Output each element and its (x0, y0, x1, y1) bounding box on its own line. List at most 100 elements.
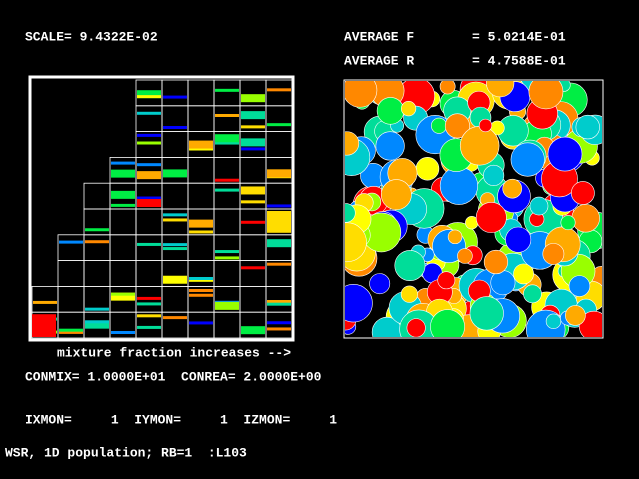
particle (459, 126, 500, 166)
particle (447, 229, 463, 245)
cell-bar (59, 328, 83, 332)
cell-bar (111, 161, 135, 165)
cell-bar (85, 320, 109, 329)
cell-bar (189, 140, 213, 149)
particle (375, 131, 405, 161)
particle (444, 113, 470, 139)
cell-bar (189, 219, 213, 228)
cell-bar (137, 133, 161, 137)
particle (542, 243, 565, 265)
particle (510, 142, 545, 177)
particle (502, 178, 523, 199)
cell-bar (137, 163, 161, 167)
cell-bar (215, 134, 239, 143)
cell-bar (267, 300, 291, 304)
caption: mixture fraction increases --> (57, 345, 291, 360)
particle (430, 117, 447, 134)
particle (529, 196, 549, 216)
particle (475, 202, 507, 233)
cell-bar (267, 262, 291, 266)
cell-bar (85, 320, 109, 324)
cell-bar (267, 321, 291, 325)
cell-bar (137, 141, 161, 145)
average-f-label: AVERAGE F (344, 29, 414, 44)
cell-bar (85, 228, 109, 232)
cell-bar (215, 113, 239, 117)
cell-bar (111, 203, 135, 207)
cell-bar (241, 111, 265, 120)
cell-bar (267, 169, 291, 178)
cell-bar (189, 289, 213, 293)
cell-bar (137, 95, 161, 99)
cell-bar (137, 296, 161, 300)
particle (406, 318, 426, 337)
cell-bar (59, 240, 83, 244)
cell-bar (241, 147, 265, 151)
cell-bar (215, 256, 239, 260)
cell-bar (241, 200, 265, 204)
particle (478, 118, 493, 133)
cell-bar (241, 326, 265, 335)
average-r-label: AVERAGE R (344, 53, 414, 68)
particle (345, 222, 367, 263)
particle (430, 309, 465, 337)
cell-fill (267, 211, 291, 233)
particle (486, 81, 515, 98)
particle (437, 271, 456, 290)
constants-text: CONMIX= 1.0000E+01 CONREA= 2.0000E+00 (25, 369, 322, 384)
particle (483, 164, 505, 186)
cell-bar (189, 230, 213, 234)
particle (369, 273, 391, 295)
particle (415, 157, 440, 181)
cell-bar (163, 243, 187, 247)
cell-bar (111, 169, 135, 178)
cell-bar (215, 88, 239, 92)
cell-bar (267, 123, 291, 127)
particle (545, 313, 562, 330)
cell-bar (163, 218, 187, 222)
particle (376, 97, 405, 125)
scale-text: SCALE= 9.4322E-02 (25, 29, 158, 44)
cell-bar (59, 330, 83, 334)
cell-bar (137, 302, 161, 306)
cell-bar (85, 307, 109, 311)
average-r-value: = 4.7588E-01 (472, 53, 566, 68)
cell-bar (267, 239, 291, 248)
cell-bar (163, 125, 187, 129)
cell-bar (189, 321, 213, 325)
particle (490, 270, 516, 296)
cell-bar (241, 186, 265, 195)
cell-bar (137, 314, 161, 318)
cell-bar (163, 169, 187, 178)
cell-bar (137, 196, 161, 200)
particle (345, 131, 360, 156)
particle (345, 203, 356, 223)
cell-bar (189, 278, 213, 282)
cell-bar (215, 141, 239, 145)
particle (560, 215, 576, 231)
particle (457, 248, 473, 264)
particle (547, 136, 583, 172)
particle (528, 81, 564, 110)
status-text: WSR, 1D population; RB=1 :L103 (5, 445, 247, 460)
cell-bar (163, 247, 187, 251)
particle (513, 263, 534, 285)
cell-bar (267, 302, 291, 306)
particle-frame (343, 79, 604, 339)
particle (380, 179, 412, 211)
cell-bar (241, 220, 265, 224)
particle (571, 204, 600, 233)
cell-bar (189, 293, 213, 297)
cell-bar (137, 242, 161, 246)
cell-bar (33, 300, 57, 304)
cell-bar (163, 213, 187, 217)
cell-bar (215, 250, 239, 254)
cell-bar (137, 111, 161, 115)
monitors-text: IXMON= 1 IYMON= 1 IZMON= 1 (25, 412, 337, 427)
grid-frame (28, 75, 295, 342)
particle (400, 285, 418, 303)
cell-bar (241, 94, 265, 103)
cell-bar (137, 90, 161, 99)
cell-bar (241, 125, 265, 129)
